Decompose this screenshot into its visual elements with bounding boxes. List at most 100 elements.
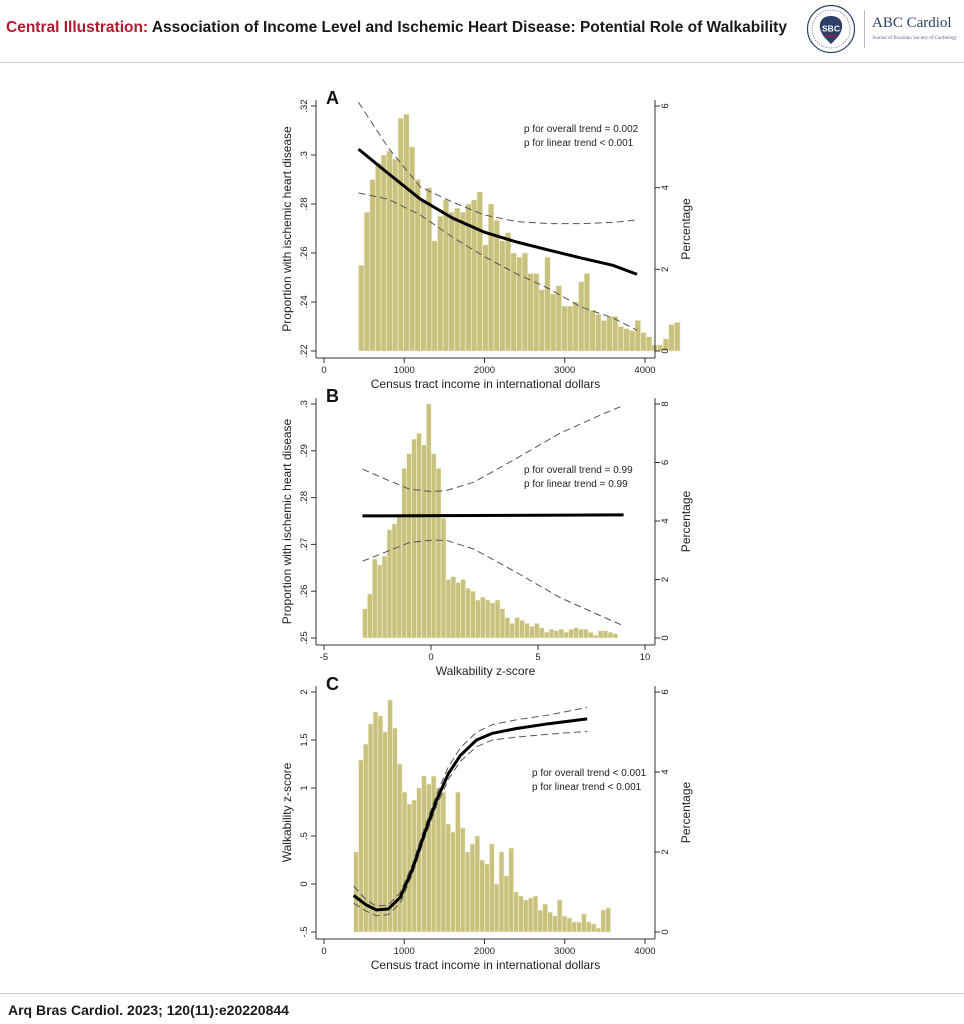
y-axis-label: Proportion with ischemic heart disease <box>280 126 294 332</box>
histogram-bar <box>464 851 471 933</box>
histogram-bar <box>623 328 630 352</box>
histogram-bar <box>401 791 408 933</box>
histogram-bar <box>480 596 486 639</box>
histogram-bar <box>380 154 388 352</box>
y-tick-label: .25 <box>299 631 310 644</box>
histogram-bar <box>592 634 599 639</box>
lower-confidence-line <box>362 539 624 627</box>
y2-axis-label: Percentage <box>679 781 693 843</box>
histogram-bar <box>382 731 388 933</box>
fitted-trend-line <box>357 147 638 276</box>
y2-tick-label: 0 <box>660 348 671 353</box>
x-tick-label: 1000 <box>394 946 415 957</box>
trend-p-value-annotation: p for overall trend = 0.002 <box>524 124 639 135</box>
histogram-bar <box>600 320 608 352</box>
histogram-bar <box>550 293 557 352</box>
x-tick-label: 3000 <box>554 946 575 957</box>
histogram-bar <box>617 326 624 352</box>
histogram-bar <box>435 787 442 933</box>
histogram-bar <box>595 313 602 352</box>
x-tick-label: 4000 <box>634 365 655 376</box>
y2-tick-label: 6 <box>660 689 671 694</box>
y2-tick-label: 2 <box>660 267 671 272</box>
histogram-bar <box>377 715 384 933</box>
histogram-bar <box>474 835 481 933</box>
histogram-bar <box>397 117 404 352</box>
chart-panel-b: -5 0 5 10 .25 .26 .27 .28 .29 .3 0 2 4 6 8 Walkability … <box>280 386 693 678</box>
y-tick-label: .3 <box>299 400 310 408</box>
y-tick-label: .22 <box>299 344 310 357</box>
histogram-bar <box>411 438 417 639</box>
histogram-bar <box>553 630 560 639</box>
histogram-bar <box>521 252 529 352</box>
histogram-bar <box>421 775 427 933</box>
histogram-bar <box>523 899 529 933</box>
panel-label: A <box>326 88 339 108</box>
sbc-seal-icon: SBC <box>806 4 856 54</box>
histogram-bar <box>538 289 545 352</box>
histogram-bar <box>561 305 568 352</box>
histogram-bar <box>547 911 553 933</box>
histogram-bar <box>519 620 525 639</box>
histogram-bar <box>420 199 427 352</box>
histogram-bar <box>532 895 539 933</box>
histogram-bar <box>563 631 570 639</box>
y-tick-label: .28 <box>299 197 310 210</box>
page-header: Central Illustration: Association of Inc… <box>0 0 964 60</box>
histogram-bar <box>518 895 524 933</box>
fitted-trend-line <box>362 513 624 518</box>
histogram-bar <box>588 631 594 639</box>
x-tick-label: 10 <box>640 652 651 663</box>
histogram-bar <box>600 909 607 933</box>
histogram-bar <box>534 623 540 639</box>
histogram-bar <box>668 324 675 352</box>
histogram-bar <box>414 179 421 352</box>
histogram-bar <box>406 453 412 639</box>
y-axis-label: Proportion with ischemic heart disease <box>280 418 294 624</box>
histogram-bar <box>396 514 403 639</box>
histogram-bar <box>527 273 534 352</box>
histogram-bar <box>471 199 478 352</box>
histogram-bar <box>426 403 432 639</box>
y2-tick-label: 4 <box>660 518 671 523</box>
histogram-bar <box>489 602 496 639</box>
histogram-bar <box>612 633 619 639</box>
y-tick-label: 0 <box>299 881 310 886</box>
x-tick-label: 1000 <box>394 365 415 376</box>
y2-tick-label: 8 <box>660 401 671 406</box>
histogram-bar <box>484 599 491 639</box>
histogram-bar <box>406 803 413 933</box>
histogram-bar <box>435 468 442 639</box>
histogram-bar <box>426 783 432 933</box>
trend-p-value-annotation: p for linear trend < 0.001 <box>532 782 642 793</box>
histogram-bar <box>440 517 447 639</box>
y-tick-label: .28 <box>299 491 310 504</box>
histogram-bar <box>445 579 452 639</box>
histogram-bar <box>597 630 604 639</box>
histogram-bar <box>363 211 371 352</box>
x-tick-label: 4000 <box>634 946 655 957</box>
y-axis-label: Walkability z-score <box>280 762 294 862</box>
histogram-bar <box>454 207 461 352</box>
histogram-bar <box>578 628 584 639</box>
histogram-bar <box>516 256 523 352</box>
histogram-bar <box>387 699 393 933</box>
histogram-bar <box>367 723 374 933</box>
upper-confidence-line <box>353 706 588 907</box>
y-tick-label: .27 <box>299 538 310 551</box>
histogram-bar <box>353 851 359 933</box>
histogram-bar <box>376 564 383 639</box>
panel-label: C <box>326 674 339 694</box>
histogram-bar <box>381 555 388 639</box>
histogram-bar <box>367 593 373 639</box>
y2-tick-label: 6 <box>660 460 671 465</box>
y2-tick-label: 0 <box>660 635 671 640</box>
histogram-bar <box>556 899 563 933</box>
histogram-bar <box>510 252 517 352</box>
histogram-bar <box>533 273 540 352</box>
x-tick-label: -5 <box>320 652 328 663</box>
histogram-bar <box>416 432 422 639</box>
histogram-bar <box>606 315 613 352</box>
histogram-bar <box>498 851 505 933</box>
histogram-bar <box>543 631 550 639</box>
